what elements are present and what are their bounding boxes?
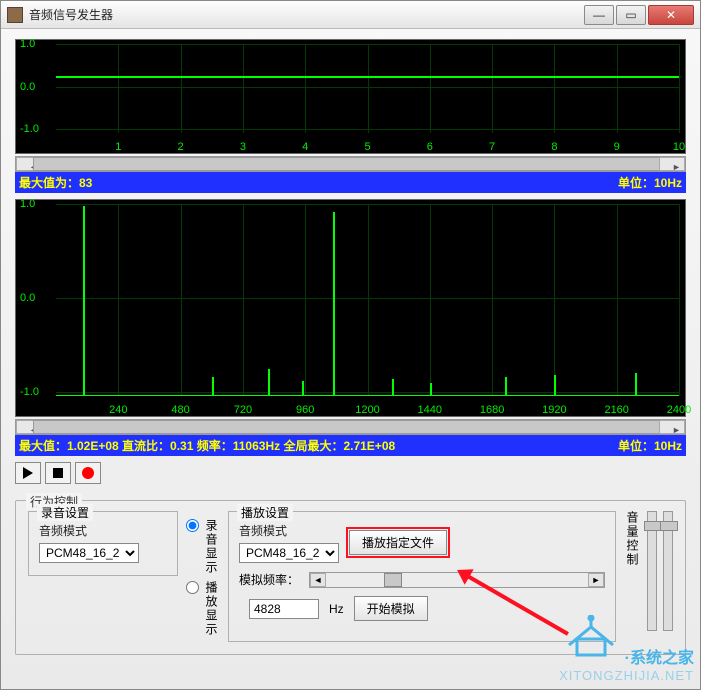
volume-slider-left[interactable]	[647, 511, 657, 631]
slider-thumb[interactable]	[660, 521, 678, 531]
volume-label: 音量控制	[624, 511, 641, 567]
window-title: 音频信号发生器	[29, 6, 582, 23]
volume-slider-right[interactable]	[663, 511, 673, 631]
watermark: ·系统之家 XITONGZHIJIA.NET	[559, 615, 694, 683]
app-icon	[7, 7, 23, 23]
watermark-logo-icon	[561, 615, 621, 662]
watermark-text2: XITONGZHIJIA.NET	[559, 668, 694, 683]
record-mode-select[interactable]: PCM48_16_2	[39, 543, 139, 563]
start-sim-button[interactable]: 开始模拟	[354, 596, 428, 621]
close-button[interactable]: ✕	[648, 5, 694, 25]
scroll-right-icon[interactable]: ►	[659, 157, 685, 171]
play-display-label: 播放显示	[203, 581, 220, 637]
scroll-thumb[interactable]	[33, 157, 668, 171]
plot2-infobar: 最大值：1.02E+08 直流比：0.31 频率：11063Hz 全局最大：2.…	[15, 435, 686, 456]
play-mode-select[interactable]: PCM48_16_2	[239, 543, 339, 563]
slider-thumb[interactable]	[384, 573, 402, 587]
record-button[interactable]	[75, 462, 101, 484]
sim-freq-input[interactable]	[249, 599, 319, 619]
play-display-radio-input[interactable]	[186, 581, 199, 594]
hz-label: Hz	[329, 602, 344, 616]
plot1-infobar: 最大值为：83 单位：10Hz	[15, 172, 686, 193]
sim-freq-label: 模拟频率：	[239, 571, 299, 588]
record-mode-label: 音频模式	[39, 522, 167, 539]
scroll-thumb[interactable]	[33, 420, 668, 434]
record-settings-fieldset: 录音设置 音频模式 PCM48_16_2	[28, 511, 178, 576]
plot1-hscroll[interactable]: ◄ ►	[15, 156, 686, 172]
spectrum-bottom-plot: 1.00.0-1.0240480720960120014401680192021…	[15, 199, 686, 417]
play-button[interactable]	[15, 462, 41, 484]
scroll-right-icon[interactable]: ►	[659, 420, 685, 434]
slider-left-icon[interactable]: ◄	[310, 573, 326, 587]
play-mode-label: 音频模式	[239, 522, 339, 539]
record-display-radio-input[interactable]	[186, 519, 199, 532]
play-settings-fieldset: 播放设置 音频模式 PCM48_16_2 播放指定文件 模拟频率： ◄	[228, 511, 616, 642]
plot1-info-right: 单位：10Hz	[618, 174, 682, 191]
record-legend: 录音设置	[37, 504, 93, 521]
stop-button[interactable]	[45, 462, 71, 484]
display-mode-radios: 录音显示 播放显示	[186, 511, 220, 637]
titlebar: 音频信号发生器 — ▭ ✕	[1, 1, 700, 29]
watermark-text1: ·系统之家	[625, 650, 694, 667]
volume-control: 音量控制	[624, 511, 673, 631]
play-icon	[23, 467, 33, 479]
record-display-label: 录音显示	[203, 519, 220, 575]
plot2-info-left: 最大值：1.02E+08 直流比：0.31 频率：11063Hz 全局最大：2.…	[19, 437, 618, 454]
minimize-button[interactable]: —	[584, 5, 614, 25]
record-display-radio[interactable]: 录音显示	[186, 519, 220, 575]
slider-right-icon[interactable]: ►	[588, 573, 604, 587]
play-legend: 播放设置	[237, 504, 293, 521]
plot2-hscroll[interactable]: ◄ ►	[15, 419, 686, 435]
stop-icon	[53, 468, 63, 478]
record-icon	[82, 467, 94, 479]
play-display-radio[interactable]: 播放显示	[186, 581, 220, 637]
maximize-button[interactable]: ▭	[616, 5, 646, 25]
waveform-top-plot: 1.00.0-1.012345678910	[15, 39, 686, 154]
plot1-info-left: 最大值为：83	[19, 174, 618, 191]
play-file-button[interactable]: 播放指定文件	[349, 530, 447, 555]
plot2-info-right: 单位：10Hz	[618, 437, 682, 454]
